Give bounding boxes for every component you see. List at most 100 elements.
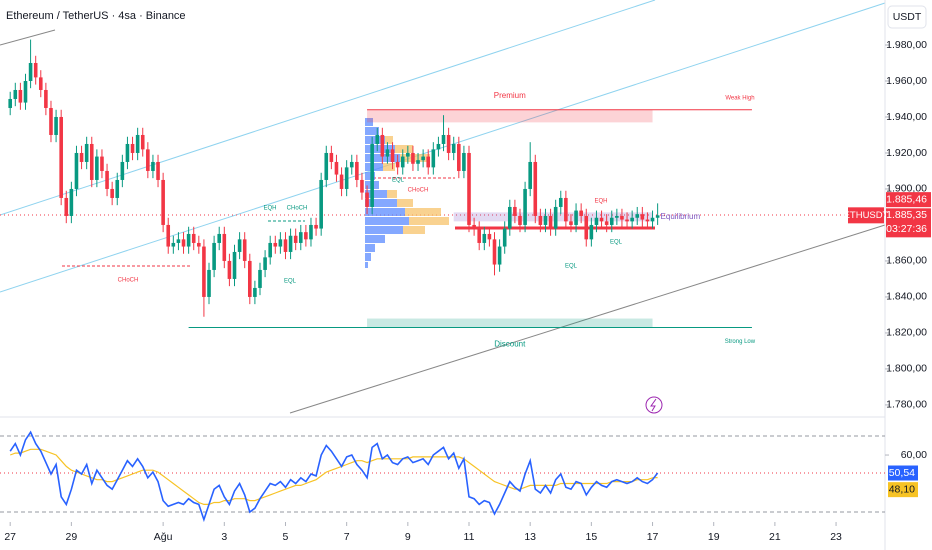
candle-body	[79, 152, 84, 162]
candle-body	[615, 215, 619, 218]
candle-body	[604, 221, 609, 225]
candle-body	[395, 161, 400, 168]
candle-body	[558, 197, 563, 207]
candle-body	[324, 152, 329, 180]
candle-body	[176, 239, 181, 243]
candle-body	[406, 152, 410, 157]
candle-body	[457, 143, 461, 171]
candle-body	[564, 197, 568, 222]
trend-line	[289, 224, 886, 414]
candle-body	[247, 260, 252, 297]
candle-body	[441, 134, 446, 144]
candle-body	[258, 269, 262, 288]
event-icon[interactable]	[650, 398, 657, 412]
end-label: 48,10	[889, 483, 915, 495]
candle-body	[355, 161, 359, 180]
volume-profile	[365, 118, 449, 268]
candle-body	[69, 188, 74, 216]
candle-body	[314, 224, 318, 229]
candle-body	[64, 197, 69, 216]
candle-body	[553, 206, 558, 229]
zone	[453, 212, 653, 222]
x-tick-label: 11	[464, 531, 475, 543]
candle-body	[181, 239, 186, 247]
price-label: 1.885,46	[886, 193, 927, 205]
candle-body	[84, 143, 89, 162]
candle-body	[523, 188, 527, 225]
candle-body	[533, 161, 538, 216]
y-tick-label: 1.980,00	[886, 39, 927, 51]
candle-body	[497, 246, 502, 265]
x-tick-label: 29	[66, 531, 78, 543]
y-tick-label: 1.800,00	[886, 363, 927, 375]
candle-body	[589, 224, 594, 240]
candle-body	[278, 239, 283, 247]
candle-body	[620, 215, 624, 220]
candle-body	[365, 192, 369, 207]
annotation: EQH	[594, 199, 607, 205]
candle-body	[507, 206, 512, 229]
annotation: CHoCH	[287, 206, 308, 212]
rsi-line	[9, 430, 659, 523]
candle-body	[33, 62, 38, 78]
zone	[367, 109, 653, 123]
x-tick-label: 3	[221, 531, 227, 543]
currency[interactable]: USDT	[893, 11, 922, 23]
y-tick-label: 1.940,00	[886, 111, 927, 123]
y-tick-label: 60,00	[901, 449, 927, 461]
candle-body	[59, 116, 63, 198]
y-tick-label: 1.900,00	[886, 183, 927, 195]
candle-body	[89, 143, 94, 180]
candle-body	[242, 239, 247, 261]
x-tick-label: 13	[524, 531, 536, 543]
x-tick-label: 23	[830, 531, 842, 543]
y-tick-label: 1.840,00	[886, 291, 927, 303]
candle-body	[44, 89, 48, 108]
x-tick-label: 7	[344, 531, 350, 543]
symbol-box	[848, 207, 884, 224]
candle-body	[436, 143, 441, 150]
candle-body	[635, 214, 640, 218]
candle-body	[650, 217, 655, 222]
candle-body	[482, 233, 487, 243]
candle-body	[655, 215, 660, 218]
currency-box[interactable]	[887, 5, 927, 29]
end-label: 50,54	[889, 467, 915, 479]
candle-body	[467, 152, 471, 225]
candle-body	[95, 156, 99, 180]
countdown: 03:27:36	[886, 223, 927, 235]
candle-body	[349, 161, 354, 168]
trend-line	[0, 29, 56, 46]
candle-body	[380, 134, 385, 157]
candle-body	[38, 77, 43, 90]
candle-body	[385, 149, 390, 157]
channel-line	[0, 0, 656, 216]
candle-body	[416, 160, 420, 164]
price-box	[886, 192, 931, 208]
annotation: EQL	[610, 240, 623, 246]
candle-body	[645, 219, 650, 222]
candle-body	[599, 217, 604, 222]
annotation: EQL	[392, 178, 405, 184]
candle-body	[105, 170, 109, 189]
x-tick-label: 27	[4, 531, 16, 543]
event-icon[interactable]	[645, 396, 663, 414]
candle-body	[375, 134, 380, 144]
level-label: Weak High	[725, 95, 754, 101]
candle-body	[630, 217, 634, 222]
candle-body	[253, 287, 257, 297]
candle-body	[140, 134, 145, 150]
candle-body	[156, 161, 160, 180]
candle-body	[334, 161, 339, 175]
candle-body	[197, 242, 201, 247]
zone	[367, 318, 653, 328]
candle-body	[202, 246, 206, 297]
candle-body	[360, 179, 364, 193]
candle-body	[74, 152, 79, 189]
candle-body	[502, 228, 507, 247]
candle-body	[288, 235, 293, 252]
candle-body	[171, 242, 176, 247]
candle-body	[161, 179, 165, 225]
candle-body	[543, 215, 548, 225]
